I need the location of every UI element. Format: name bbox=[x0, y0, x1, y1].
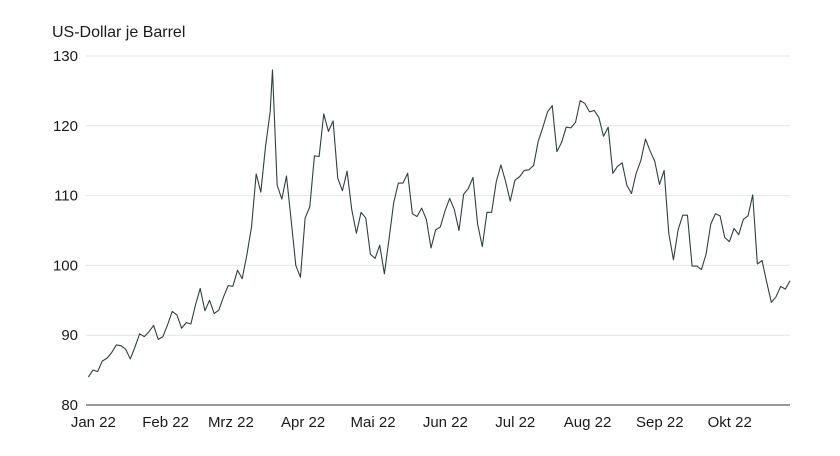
y-tick-label: 130 bbox=[53, 48, 78, 65]
x-tick-label: Mrz 22 bbox=[208, 414, 254, 431]
y-tick-labels: 80 90 100 110 120 130 bbox=[53, 48, 78, 414]
x-tick-label: Jan 22 bbox=[71, 414, 116, 431]
x-tick-label: Jul 22 bbox=[495, 414, 535, 431]
x-tick-label: Feb 22 bbox=[142, 414, 189, 431]
y-tick-label: 90 bbox=[61, 327, 78, 344]
x-tick-label: Okt 22 bbox=[708, 414, 752, 431]
y-tick-label: 110 bbox=[54, 188, 78, 205]
series-layer bbox=[87, 69, 791, 378]
x-tick-label: Aug 22 bbox=[564, 414, 612, 431]
grid-layer bbox=[86, 55, 790, 336]
x-tick-label: Apr 22 bbox=[281, 414, 325, 431]
y-axis-label: US-Dollar je Barrel bbox=[52, 24, 185, 41]
x-tick-label: Sep 22 bbox=[636, 414, 684, 431]
y-tick-label: 100 bbox=[53, 257, 78, 274]
x-tick-labels: Jan 22 Feb 22 Mrz 22 Apr 22 Mai 22 Jun 22 Jul … bbox=[71, 414, 752, 431]
y-tick-label: 120 bbox=[53, 118, 78, 135]
y-tick-label: 80 bbox=[61, 397, 78, 414]
x-tick-label: Mai 22 bbox=[351, 414, 396, 431]
x-tick-label: Jun 22 bbox=[423, 414, 468, 431]
series-line bbox=[87, 69, 791, 378]
